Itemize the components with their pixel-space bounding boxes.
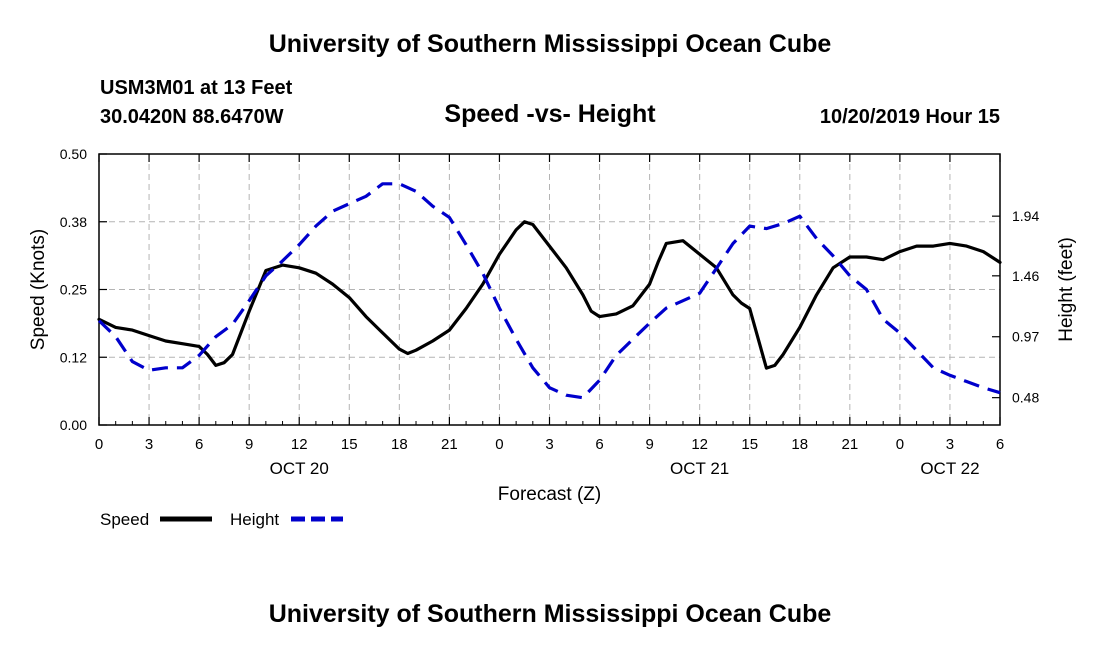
y-right-axis-title: Height (feet) <box>1056 237 1077 342</box>
y-left-axis-title: Speed (Knots) <box>28 229 49 350</box>
datetime-label: 10/20/2019 Hour 15 <box>819 106 1000 128</box>
series-line-height <box>97 182 1001 400</box>
y-left-tick-label: 0.50 <box>60 146 87 162</box>
top-title: University of Southern Mississippi Ocean… <box>268 30 832 58</box>
x-tick-label: 0 <box>495 436 503 453</box>
x-tick-label: 9 <box>645 436 653 453</box>
legend-height-label: Height <box>230 510 279 529</box>
x-tick-label: 6 <box>996 436 1004 453</box>
station-label: USM3M01 at 13 Feet <box>100 77 293 99</box>
y-right-tick-label: 0.97 <box>1012 329 1039 345</box>
x-tick-label: 12 <box>291 436 308 453</box>
date-label: OCT 21 <box>670 459 729 478</box>
y-left-tick-label: 0.12 <box>60 349 87 365</box>
x-axis-title: Forecast (Z) <box>498 484 601 505</box>
date-label: OCT 22 <box>920 459 979 478</box>
x-tick-label: 21 <box>441 436 458 453</box>
y-right-tick-label: 1.46 <box>1012 268 1039 284</box>
x-tick-label: 6 <box>595 436 603 453</box>
x-tick-label: 0 <box>896 436 904 453</box>
y-left-tick-label: 0.00 <box>60 417 87 433</box>
x-tick-label: 18 <box>391 436 408 453</box>
x-tick-label: 18 <box>791 436 808 453</box>
x-tick-label: 15 <box>341 436 358 453</box>
legend-speed-label: Speed <box>100 510 149 529</box>
chart-title: Speed -vs- Height <box>444 100 656 128</box>
x-tick-label: 3 <box>946 436 954 453</box>
x-tick-label: 0 <box>95 436 103 453</box>
y-left-tick-label: 0.25 <box>60 282 87 298</box>
date-label: OCT 20 <box>270 459 329 478</box>
y-right-tick-label: 1.94 <box>1012 208 1039 224</box>
coordinates-label: 30.0420N 88.6470W <box>100 106 284 128</box>
bottom-title: University of Southern Mississippi Ocean… <box>268 600 832 628</box>
x-tick-label: 6 <box>195 436 203 453</box>
series-line-speed <box>97 220 1002 370</box>
x-tick-label: 3 <box>545 436 553 453</box>
x-tick-label: 9 <box>245 436 253 453</box>
x-tick-label: 15 <box>741 436 758 453</box>
x-tick-label: 21 <box>841 436 858 453</box>
y-right-tick-label: 0.48 <box>1012 390 1039 406</box>
x-tick-label: 3 <box>145 436 153 453</box>
x-tick-label: 12 <box>691 436 708 453</box>
y-left-tick-label: 0.38 <box>60 214 87 230</box>
